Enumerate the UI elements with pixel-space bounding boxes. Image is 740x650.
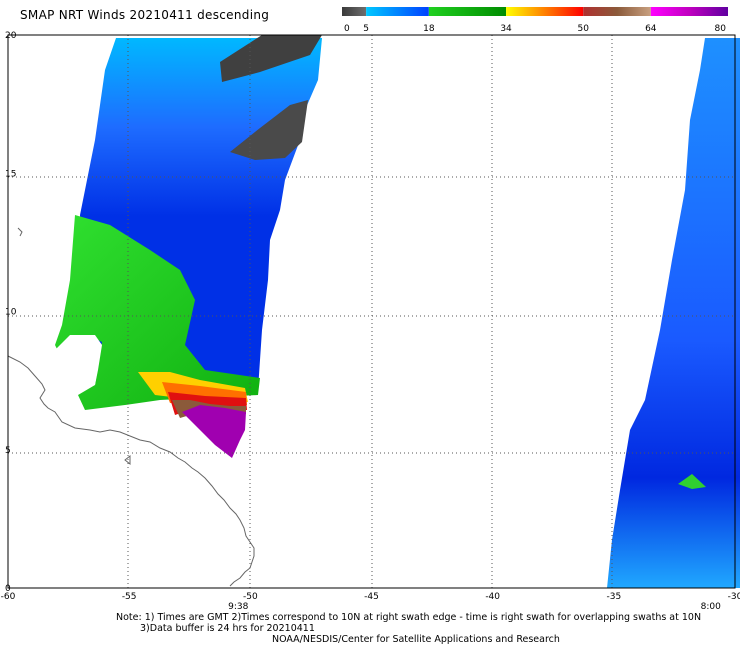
colorbar-segment-34-50 bbox=[506, 7, 584, 16]
longitude-tick-label: -30 bbox=[728, 592, 740, 602]
colorbar-tick-label: 5 bbox=[363, 24, 369, 34]
colorbar-segment-5-18 bbox=[366, 7, 429, 16]
colorbar-tick-label: 18 bbox=[423, 24, 435, 34]
swath-left bbox=[55, 35, 322, 458]
latitude-tick-label: 5 bbox=[5, 446, 11, 456]
south-america-coastline bbox=[7, 355, 255, 587]
latitude-tick-label: 10 bbox=[5, 308, 17, 318]
swath-right-blue bbox=[607, 38, 740, 588]
longitude-tick-label: -35 bbox=[606, 592, 621, 602]
island-marker bbox=[124, 454, 131, 466]
coastline bbox=[7, 227, 255, 587]
latitude-ticks: 0 5 10 15 20 bbox=[5, 31, 17, 594]
colorbar-tick-label: 64 bbox=[645, 24, 657, 34]
colorbar-tick-label: 0 bbox=[344, 24, 350, 34]
longitude-ticks: -60 -55 -50 -45 -40 -35 -30 bbox=[1, 592, 740, 602]
calm-wind-region-mid bbox=[230, 100, 308, 160]
latitude-tick-label: 20 bbox=[5, 31, 17, 41]
no-data-gap bbox=[55, 335, 102, 385]
footnote-line-3: NOAA/NESDIS/Center for Satellite Applica… bbox=[272, 634, 560, 645]
map-title: SMAP NRT Winds 20210411 descending bbox=[20, 8, 270, 22]
swath-time-labels: 9:38 8:00 bbox=[228, 602, 721, 612]
colorbar-tick-label: 34 bbox=[500, 24, 512, 34]
map-frame bbox=[7, 34, 736, 589]
colorbar-segment-0-5 bbox=[342, 7, 367, 16]
moderate-wind-region bbox=[55, 215, 260, 410]
island-marker-2 bbox=[17, 227, 23, 237]
footnote-line-2: 3)Data buffer is 24 hrs for 20210411 bbox=[140, 623, 315, 634]
longitude-tick-label: -55 bbox=[122, 592, 137, 602]
swath-time-label: 9:38 bbox=[228, 602, 248, 612]
colorbar-segment-18-34 bbox=[428, 7, 507, 16]
colorbar-segment-64-80 bbox=[650, 7, 728, 16]
longitude-tick-label: -40 bbox=[485, 592, 500, 602]
colorbar-tick-label: 80 bbox=[715, 24, 727, 34]
latitude-tick-label: 0 bbox=[5, 584, 11, 594]
calm-wind-region-top bbox=[220, 35, 322, 82]
colorbar-tick-label: 50 bbox=[578, 24, 590, 34]
latitude-tick-label: 15 bbox=[5, 169, 16, 179]
longitude-tick-label: -60 bbox=[1, 592, 16, 602]
swath-right bbox=[607, 38, 740, 588]
swath-time-label: 8:00 bbox=[701, 602, 721, 612]
longitude-tick-label: -50 bbox=[243, 592, 258, 602]
wind-speed-colorbar: 0 5 18 34 50 64 80 bbox=[342, 7, 728, 34]
longitude-tick-label: -45 bbox=[364, 592, 379, 602]
footnote-line-1: Note: 1) Times are GMT 2)Times correspon… bbox=[116, 612, 702, 623]
colorbar-segment-50-64 bbox=[583, 7, 651, 16]
extreme-wind-region bbox=[182, 405, 246, 458]
moderate-wind-spot bbox=[678, 474, 706, 489]
grid bbox=[8, 35, 735, 588]
